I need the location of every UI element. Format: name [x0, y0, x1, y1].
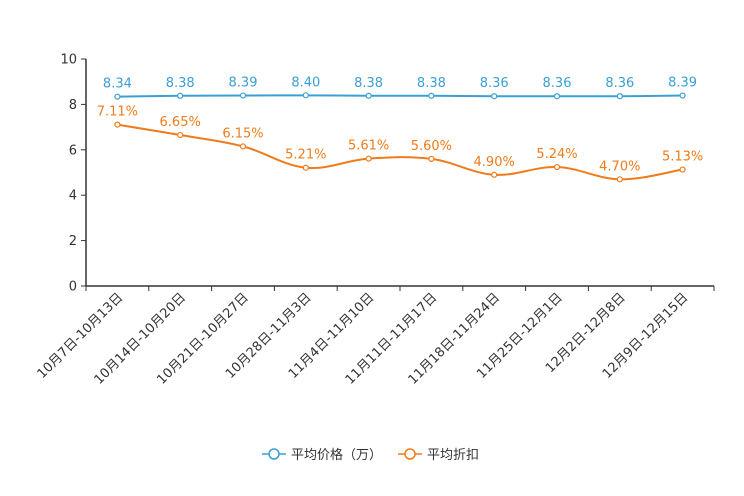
y-tick-label: 0 [69, 280, 77, 295]
y-tick-label: 10 [60, 53, 77, 68]
data-point [114, 121, 121, 128]
data-label: 8.38 [417, 76, 446, 91]
data-label: 8.36 [480, 76, 509, 91]
data-label: 8.40 [291, 75, 320, 90]
data-label: 6.15% [222, 126, 263, 141]
y-tick-label: 4 [69, 189, 77, 204]
series-line-1 [117, 94, 683, 98]
data-point [491, 93, 498, 100]
data-label: 8.34 [103, 77, 132, 92]
data-point [553, 163, 561, 171]
data-label: 4.90% [474, 155, 515, 170]
data-label: 8.38 [166, 76, 195, 91]
data-label: 7.11% [97, 105, 138, 120]
data-point [428, 92, 435, 99]
data-label: 5.21% [285, 148, 326, 163]
legend-label-2: 平均折扣 [427, 448, 479, 463]
data-label: 6.65% [160, 115, 201, 130]
y-tick-label: 6 [69, 143, 77, 158]
data-point [365, 155, 372, 162]
data-label: 8.39 [668, 76, 697, 91]
data-point [679, 92, 686, 99]
data-point [553, 93, 561, 100]
data-label: 5.13% [662, 150, 703, 165]
series-line-2 [117, 123, 683, 181]
series-lines [117, 94, 683, 181]
data-point [177, 92, 184, 99]
data-point [114, 93, 121, 100]
data-label: 8.39 [229, 76, 258, 91]
y-tick-label: 8 [69, 98, 77, 113]
data-label: 8.36 [605, 76, 634, 91]
data-label: 5.60% [411, 139, 452, 154]
legend-marker-2 [404, 448, 416, 460]
legend-marker-1 [268, 448, 280, 460]
data-point [428, 155, 435, 162]
axes: 024681010月7日-10月13日10月14日-10月20日10月21日-1… [35, 53, 715, 388]
data-point [616, 93, 623, 100]
data-point [302, 92, 309, 99]
data-labels: 8.34 8.38 8.39 8.40 8.38 8.38 8.36 8.36 8.36 8.39… [97, 75, 704, 174]
legend: 平均价格（万） 平均折扣 [262, 447, 479, 463]
data-point [239, 143, 247, 150]
data-label: 8.36 [543, 76, 572, 91]
series-points [114, 92, 686, 183]
data-label: 8.38 [354, 76, 383, 91]
legend-label-1: 平均价格（万） [291, 447, 382, 463]
data-point [365, 92, 372, 99]
data-point [239, 92, 247, 99]
data-point [616, 176, 623, 183]
data-label: 4.70% [599, 159, 640, 174]
data-point [177, 131, 184, 139]
data-point [679, 166, 686, 173]
data-point [491, 171, 498, 178]
data-point [302, 164, 309, 171]
data-label: 5.24% [536, 147, 577, 162]
data-label: 5.61% [348, 139, 389, 154]
y-tick-label: 2 [69, 234, 77, 249]
